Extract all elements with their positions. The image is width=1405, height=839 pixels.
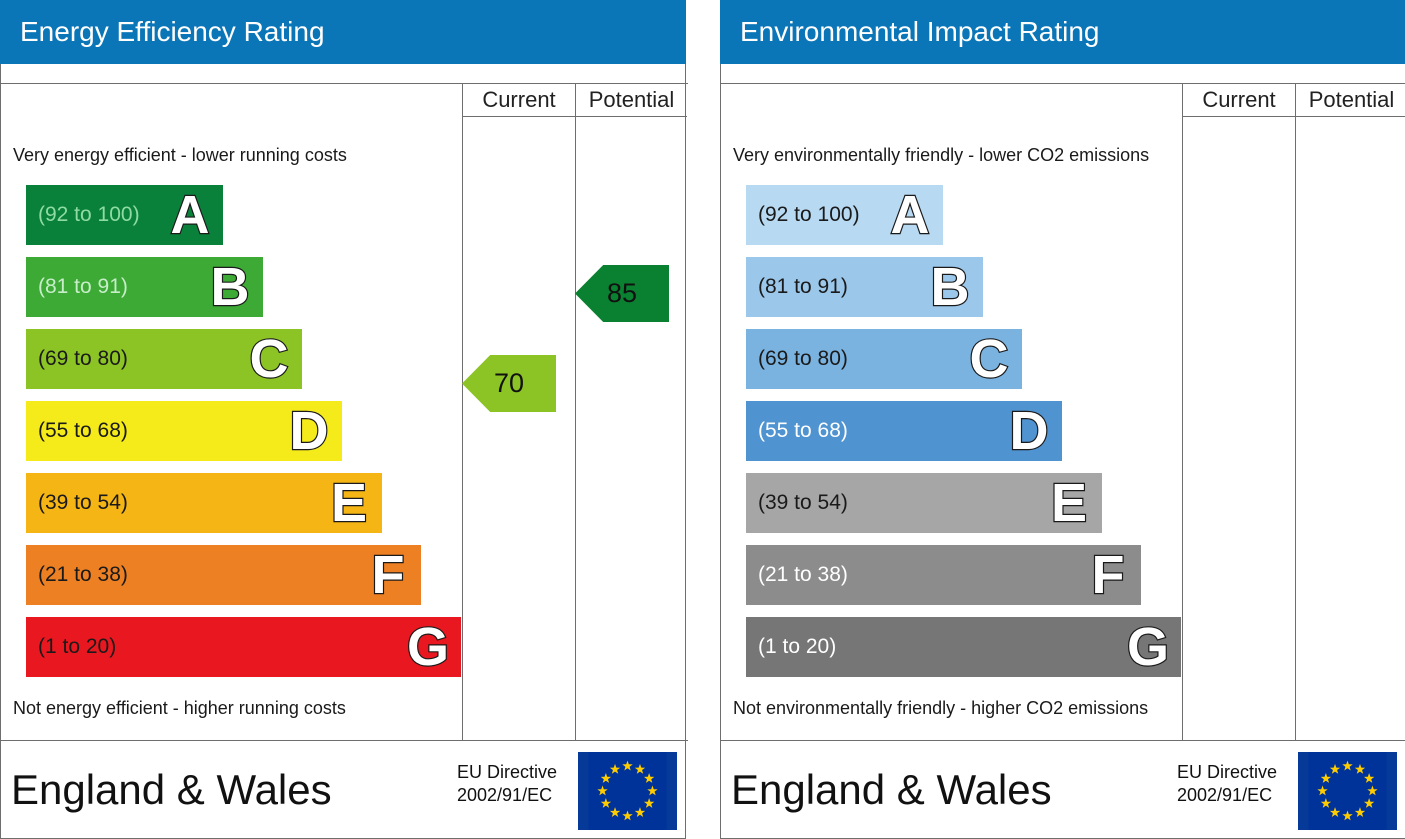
svg-text:E: E [1051,473,1087,533]
svg-text:F: F [372,545,405,605]
svg-text:E: E [331,473,367,533]
svg-text:C: C [250,329,289,389]
svg-text:B: B [211,257,250,317]
svg-text:D: D [1010,401,1049,461]
svg-text:A: A [891,185,930,245]
svg-text:F: F [1092,545,1125,605]
svg-text:D: D [290,401,329,461]
svg-text:G: G [1127,617,1169,677]
svg-text:C: C [970,329,1009,389]
svg-text:B: B [931,257,970,317]
svg-text:G: G [407,617,449,677]
svg-text:A: A [171,185,210,245]
